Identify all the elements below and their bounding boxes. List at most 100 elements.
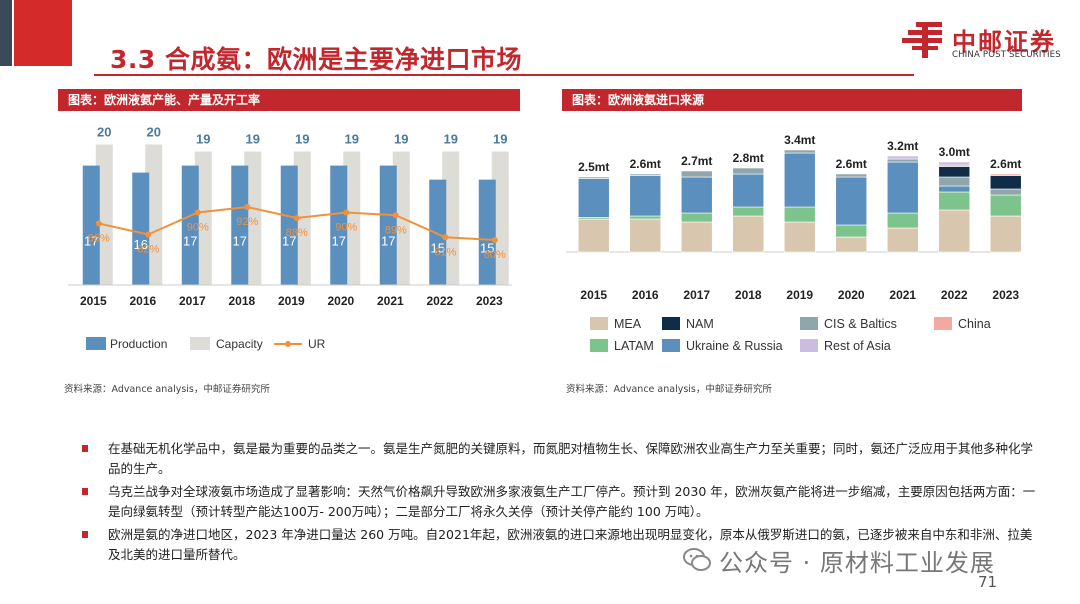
capacity-label: 19 bbox=[493, 132, 507, 147]
legend-swatch bbox=[590, 339, 608, 352]
capacity-bar bbox=[244, 151, 262, 285]
stacked-segment bbox=[680, 176, 713, 214]
total-label: 2.6mt bbox=[630, 157, 661, 171]
legend-label: MEA bbox=[614, 317, 642, 331]
stacked-segment bbox=[938, 161, 971, 166]
ur-label: 80% bbox=[484, 249, 506, 261]
ur-point bbox=[293, 215, 300, 221]
ur-point bbox=[343, 209, 350, 216]
production-label: 17 bbox=[233, 233, 247, 248]
production-label: 15 bbox=[480, 240, 494, 255]
production-label: 17 bbox=[332, 233, 346, 248]
total-label: 3.4mt bbox=[784, 133, 815, 147]
production-bar bbox=[132, 172, 150, 285]
stacked-segment bbox=[835, 236, 868, 253]
legend-label: LATAM bbox=[614, 339, 654, 353]
stacked-segment bbox=[577, 178, 610, 218]
x-tick-label: 2018 bbox=[229, 294, 256, 308]
stacked-segment bbox=[732, 215, 765, 253]
stacked-segment bbox=[783, 221, 816, 253]
capacity-label: 19 bbox=[246, 132, 260, 147]
ur-label: 81% bbox=[434, 246, 456, 258]
x-tick-label: 2019 bbox=[786, 288, 813, 302]
stacked-segment bbox=[835, 224, 868, 238]
x-tick-label: 2015 bbox=[580, 288, 607, 302]
bullet-list: 在基础无机化学品中，氨是最为重要的品类之一。氨是生产氮肥的关键原料，而氮肥对植物… bbox=[82, 439, 1036, 568]
wechat-icon bbox=[683, 548, 711, 571]
ur-label: 89% bbox=[385, 224, 407, 236]
total-label: 2.8mt bbox=[733, 151, 764, 165]
stacked-segment bbox=[732, 167, 765, 175]
capacity-label: 20 bbox=[147, 125, 161, 140]
bullet-item: 欧洲是氨的净进口地区，2023 年净进口量达 260 万吨。自2021年起，欧洲… bbox=[82, 525, 1036, 565]
stacked-segment bbox=[680, 212, 713, 223]
capacity-bar bbox=[442, 151, 460, 285]
capacity-label: 19 bbox=[196, 132, 210, 147]
stacked-segment bbox=[989, 188, 1022, 196]
bullet-text: 乌克兰战争对全球液氨市场造成了显著影响：天然气价格飙升导致欧洲多家液氨生产工厂停… bbox=[108, 484, 1036, 519]
stacked-segment bbox=[989, 173, 1022, 176]
production-bar bbox=[429, 179, 447, 285]
ur-point bbox=[244, 204, 251, 210]
x-tick-label: 2018 bbox=[735, 288, 762, 302]
production-label: 17 bbox=[381, 233, 395, 248]
ur-point bbox=[392, 212, 399, 219]
ur-label: 88% bbox=[286, 227, 308, 239]
capacity-label: 20 bbox=[97, 125, 111, 140]
stacked-segment bbox=[938, 191, 971, 211]
capacity-label: 19 bbox=[295, 132, 309, 147]
total-label: 2.5mt bbox=[578, 160, 609, 174]
corner-accent-red bbox=[14, 0, 72, 66]
capacity-bar bbox=[194, 151, 212, 285]
x-tick-label: 2022 bbox=[427, 294, 454, 308]
stacked-segment bbox=[989, 215, 1022, 253]
production-label: 17 bbox=[282, 233, 296, 248]
stacked-segment bbox=[938, 209, 971, 253]
bullet-marker-icon bbox=[82, 531, 88, 538]
production-label: 15 bbox=[431, 240, 445, 255]
production-label: 17 bbox=[183, 233, 197, 248]
stacked-segment bbox=[938, 176, 971, 187]
x-tick-label: 2023 bbox=[476, 294, 503, 308]
ur-point bbox=[194, 209, 201, 216]
brand-name-cn: 中邮证券 bbox=[952, 28, 1056, 56]
legend-label-production: Production bbox=[110, 337, 167, 351]
x-tick-label: 2020 bbox=[328, 294, 355, 308]
stacked-segment bbox=[629, 218, 662, 253]
ur-point bbox=[145, 231, 152, 238]
x-tick-label: 2021 bbox=[889, 288, 916, 302]
production-bar bbox=[330, 165, 348, 285]
page-title: 3.3 合成氨：欧洲是主要净进口市场 bbox=[110, 45, 522, 74]
bullet-marker-icon bbox=[82, 488, 88, 495]
x-tick-label: 2022 bbox=[941, 288, 968, 302]
legend-label: NAM bbox=[686, 317, 714, 331]
production-bar bbox=[82, 165, 100, 285]
brand-name-en: CHINA POST SECURITIES bbox=[952, 50, 1061, 60]
page-number: 71 bbox=[978, 573, 998, 591]
legend-label: CIS & Baltics bbox=[824, 317, 897, 331]
stacked-segment bbox=[938, 166, 971, 178]
stacked-segment bbox=[886, 161, 919, 214]
bullet-item: 乌克兰战争对全球液氨市场造成了显著影响：天然气价格飙升导致欧洲多家液氨生产工厂停… bbox=[82, 482, 1036, 522]
capacity-bar bbox=[145, 144, 163, 285]
legend-swatch-production bbox=[86, 337, 106, 350]
stacked-segment bbox=[886, 155, 919, 160]
import-sources-chart: 2.5mt 2015 2.6mt 2016 2.7mt 2017 2.8mt 2018 3.4m… bbox=[566, 133, 1022, 353]
total-label: 3.0mt bbox=[939, 145, 970, 159]
ur-label: 90% bbox=[187, 222, 209, 234]
legend-label-capacity: Capacity bbox=[216, 337, 263, 351]
stacked-segment bbox=[629, 173, 662, 176]
capacity-bar bbox=[343, 151, 361, 285]
stacked-segment bbox=[629, 215, 662, 220]
total-label: 2.7mt bbox=[681, 154, 712, 168]
ur-label: 90% bbox=[335, 222, 357, 234]
left-chart-source: 资料来源：Advance analysis，中邮证券研究所 bbox=[64, 384, 270, 395]
stacked-segment bbox=[577, 218, 610, 253]
legend-swatch bbox=[934, 317, 952, 330]
x-tick-label: 2020 bbox=[838, 288, 865, 302]
china-post-logo-icon bbox=[902, 22, 942, 58]
x-tick-label: 2017 bbox=[683, 288, 710, 302]
stacked-segment bbox=[732, 206, 765, 217]
stacked-segment bbox=[680, 170, 713, 178]
bullet-text: 欧洲是氨的净进口地区，2023 年净进口量达 260 万吨。自2021年起，欧洲… bbox=[108, 527, 1033, 562]
